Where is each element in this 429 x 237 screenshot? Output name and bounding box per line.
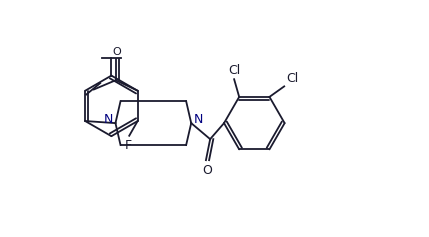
Text: N: N <box>103 113 113 126</box>
Text: F: F <box>125 139 132 152</box>
Text: Cl: Cl <box>286 72 298 85</box>
Text: Cl: Cl <box>228 64 240 77</box>
Text: N: N <box>194 113 203 126</box>
Text: O: O <box>202 164 212 177</box>
Text: O: O <box>113 47 121 57</box>
